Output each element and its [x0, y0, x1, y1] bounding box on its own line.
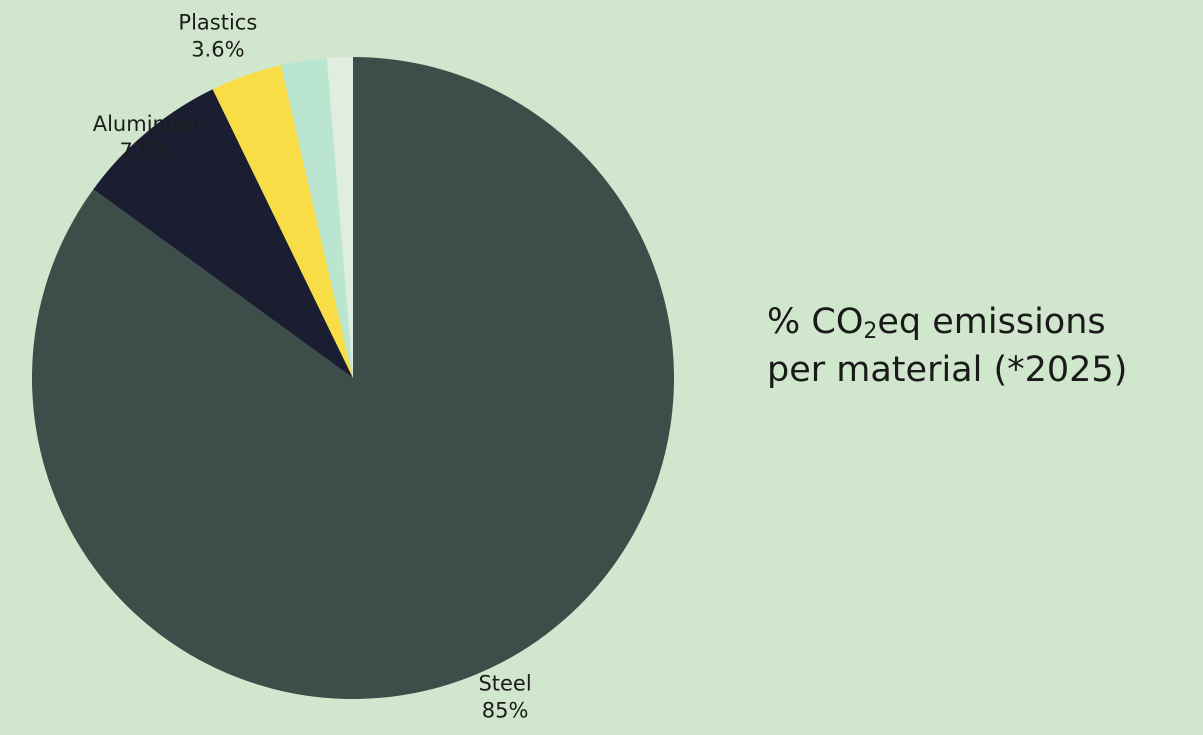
chart-title: % CO2eq emissions per material (*2025) [767, 298, 1127, 394]
chart-title-line-2: per material (*2025) [767, 350, 1128, 390]
slice-value-label: 3.6% [191, 38, 244, 62]
pie-slice-aluminum [93, 89, 353, 378]
pie-slice-unlabeled-3 [281, 58, 353, 378]
pie-label-steel: Steel 85% [478, 671, 531, 722]
chart-title-subscript: 2 [863, 319, 878, 344]
slice-value-label: 7.8% [120, 139, 173, 163]
slice-name-label: Plastics [178, 11, 257, 35]
pie-label-plastics: Plastics 3.6% [178, 11, 257, 62]
slice-value-label: 85% [482, 698, 529, 722]
slice-name-label: Steel [478, 671, 531, 695]
slice-name-label: Aluminum [93, 112, 200, 136]
chart-title-prefix: % CO [767, 302, 864, 342]
pie-slice-unlabeled-4 [326, 57, 353, 378]
chart-title-suffix: eq emissions [877, 302, 1106, 342]
pie-slice-steel [31, 57, 674, 699]
pie-slice-plastics [212, 65, 353, 378]
chart-title-line-1: % CO2eq emissions [767, 298, 1127, 346]
pie-label-aluminum: Aluminum 7.8% [93, 112, 200, 163]
